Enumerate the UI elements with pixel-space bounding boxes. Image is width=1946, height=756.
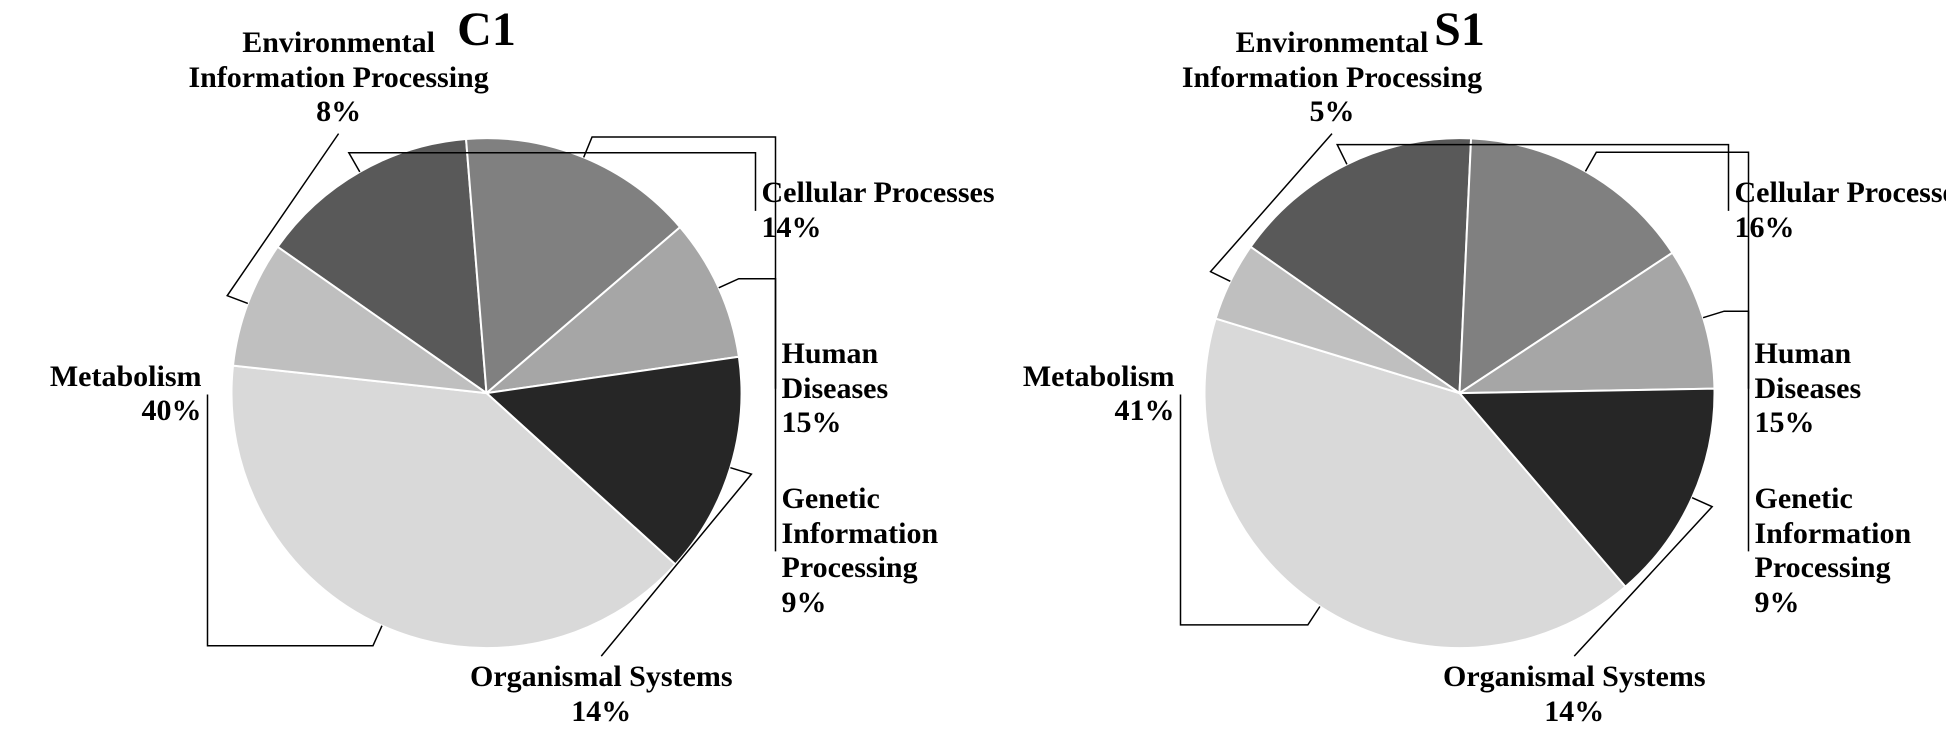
slice-label-line: Environmental <box>1151 26 1514 61</box>
slice-label: Cellular Processes16% <box>1735 176 1946 245</box>
slice-label-line: Genetic <box>782 482 939 517</box>
slice-label-line: Metabolism <box>50 360 202 395</box>
slice-label-line: Human <box>1755 337 1862 372</box>
slice-percent: 5% <box>1151 95 1514 130</box>
slice-label-line: Metabolism <box>1023 360 1175 395</box>
slice-label: EnvironmentalInformation Processing5% <box>1151 26 1514 130</box>
slice-label: HumanDiseases15% <box>782 337 889 441</box>
slice-label: Organismal Systems14% <box>453 660 750 729</box>
slice-label-line: Environmental <box>157 26 520 61</box>
slice-label: GeneticInformationProcessing9% <box>782 482 939 620</box>
slice-percent: 9% <box>1755 586 1912 621</box>
slice-label-line: Organismal Systems <box>453 660 750 695</box>
slice-percent: 15% <box>1755 406 1862 441</box>
slice-label-line: Cellular Processes <box>762 176 995 211</box>
slice-percent: 14% <box>1426 695 1723 730</box>
slice-percent: 40% <box>50 394 202 429</box>
slice-percent: 15% <box>782 406 889 441</box>
slice-percent: 14% <box>453 695 750 730</box>
slice-label-line: Diseases <box>782 372 889 407</box>
slice-percent: 8% <box>157 95 520 130</box>
slice-label-line: Diseases <box>1755 372 1862 407</box>
chart-panel-c1: C1Cellular Processes14%HumanDiseases15%G… <box>0 0 973 756</box>
slice-label: HumanDiseases15% <box>1755 337 1862 441</box>
slice-label: Metabolism40% <box>50 360 202 429</box>
slice-label: GeneticInformationProcessing9% <box>1755 482 1912 620</box>
slice-percent: 9% <box>782 586 939 621</box>
slice-label: Cellular Processes14% <box>762 176 995 245</box>
slice-label-line: Information <box>782 517 939 552</box>
slice-label-line: Processing <box>1755 551 1912 586</box>
slice-percent: 41% <box>1023 394 1175 429</box>
slice-label: Metabolism41% <box>1023 360 1175 429</box>
slice-label-line: Information <box>1755 517 1912 552</box>
slice-label-line: Information Processing <box>157 61 520 96</box>
slice-label-line: Cellular Processes <box>1735 176 1946 211</box>
slice-label-line: Organismal Systems <box>1426 660 1723 695</box>
slice-percent: 14% <box>762 211 995 246</box>
slice-label-line: Processing <box>782 551 939 586</box>
slice-percent: 16% <box>1735 211 1946 246</box>
charts-container: C1Cellular Processes14%HumanDiseases15%G… <box>0 0 1946 756</box>
slice-label-line: Information Processing <box>1151 61 1514 96</box>
slice-label-line: Human <box>782 337 889 372</box>
chart-panel-s1: S1Cellular Processes16%HumanDiseases15%G… <box>973 0 1946 756</box>
slice-label-line: Genetic <box>1755 482 1912 517</box>
slice-label: EnvironmentalInformation Processing8% <box>157 26 520 130</box>
slice-label: Organismal Systems14% <box>1426 660 1723 729</box>
